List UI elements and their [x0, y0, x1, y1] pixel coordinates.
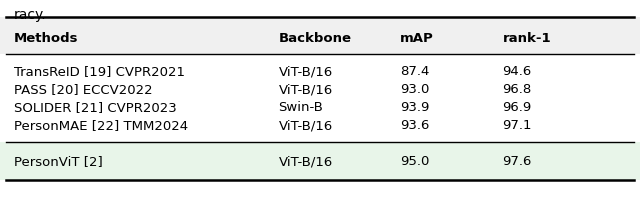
Text: TransReID [19] CVPR2021: TransReID [19] CVPR2021 — [14, 65, 185, 78]
Text: ViT-B/16: ViT-B/16 — [278, 65, 333, 78]
Text: SOLIDER [21] CVPR2023: SOLIDER [21] CVPR2023 — [14, 101, 177, 114]
Text: ViT-B/16: ViT-B/16 — [278, 83, 333, 96]
Text: ViT-B/16: ViT-B/16 — [278, 119, 333, 132]
Text: 93.9: 93.9 — [400, 101, 429, 114]
Bar — [0, 18, 640, 55]
Text: 96.8: 96.8 — [502, 83, 532, 96]
Text: 97.1: 97.1 — [502, 119, 532, 132]
Text: PASS [20] ECCV2022: PASS [20] ECCV2022 — [14, 83, 153, 96]
Text: mAP: mAP — [400, 31, 434, 44]
Text: Backbone: Backbone — [278, 31, 351, 44]
Text: 93.0: 93.0 — [400, 83, 429, 96]
Bar — [0, 142, 640, 180]
Text: 93.6: 93.6 — [400, 119, 429, 132]
Text: 94.6: 94.6 — [502, 65, 532, 78]
Text: PersonViT [2]: PersonViT [2] — [14, 155, 103, 168]
Text: 97.6: 97.6 — [502, 155, 532, 168]
Text: PersonMAE [22] TMM2024: PersonMAE [22] TMM2024 — [14, 119, 188, 132]
Text: ViT-B/16: ViT-B/16 — [278, 155, 333, 168]
Text: 96.9: 96.9 — [502, 101, 532, 114]
Text: 95.0: 95.0 — [400, 155, 429, 168]
Text: 87.4: 87.4 — [400, 65, 429, 78]
Text: Swin-B: Swin-B — [278, 101, 323, 114]
Text: Methods: Methods — [14, 31, 79, 44]
Text: rank-1: rank-1 — [502, 31, 551, 44]
Text: racy.: racy. — [14, 8, 47, 22]
